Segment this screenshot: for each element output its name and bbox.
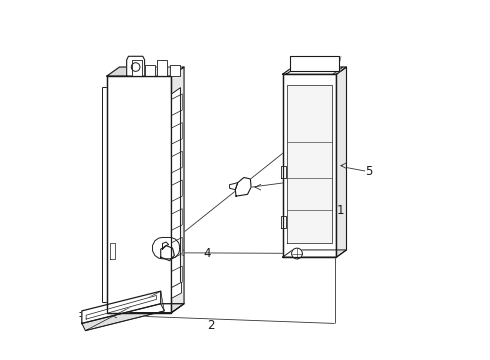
- Polygon shape: [161, 246, 174, 261]
- Polygon shape: [172, 266, 182, 288]
- Polygon shape: [235, 177, 251, 196]
- Polygon shape: [110, 243, 115, 259]
- Text: 3: 3: [297, 175, 304, 188]
- Polygon shape: [172, 87, 180, 295]
- Text: 2: 2: [207, 319, 215, 332]
- Polygon shape: [287, 85, 332, 243]
- Polygon shape: [107, 304, 184, 313]
- Circle shape: [131, 63, 140, 71]
- Polygon shape: [281, 166, 286, 178]
- Polygon shape: [286, 67, 343, 74]
- Text: 4: 4: [204, 247, 211, 260]
- Polygon shape: [290, 56, 339, 71]
- Polygon shape: [283, 250, 346, 257]
- Text: 5: 5: [365, 165, 372, 177]
- Polygon shape: [126, 56, 145, 76]
- Polygon shape: [172, 282, 181, 298]
- Polygon shape: [82, 291, 161, 323]
- Polygon shape: [172, 237, 182, 259]
- Polygon shape: [281, 216, 286, 228]
- Polygon shape: [152, 238, 180, 259]
- Circle shape: [292, 248, 302, 259]
- Polygon shape: [172, 209, 182, 230]
- Polygon shape: [172, 123, 182, 144]
- Polygon shape: [82, 304, 164, 330]
- Polygon shape: [170, 65, 180, 76]
- Polygon shape: [172, 67, 184, 313]
- Polygon shape: [157, 60, 167, 76]
- Polygon shape: [86, 296, 156, 319]
- Polygon shape: [132, 60, 142, 76]
- Polygon shape: [85, 291, 164, 330]
- Polygon shape: [163, 242, 169, 249]
- Polygon shape: [283, 74, 337, 257]
- Polygon shape: [283, 67, 346, 74]
- Text: 1: 1: [337, 204, 344, 217]
- Polygon shape: [172, 180, 182, 202]
- Polygon shape: [107, 76, 172, 313]
- Polygon shape: [230, 183, 238, 190]
- Polygon shape: [145, 65, 155, 76]
- Polygon shape: [107, 304, 184, 313]
- Polygon shape: [337, 67, 346, 257]
- Polygon shape: [107, 67, 184, 76]
- Polygon shape: [172, 94, 182, 116]
- Polygon shape: [172, 151, 182, 173]
